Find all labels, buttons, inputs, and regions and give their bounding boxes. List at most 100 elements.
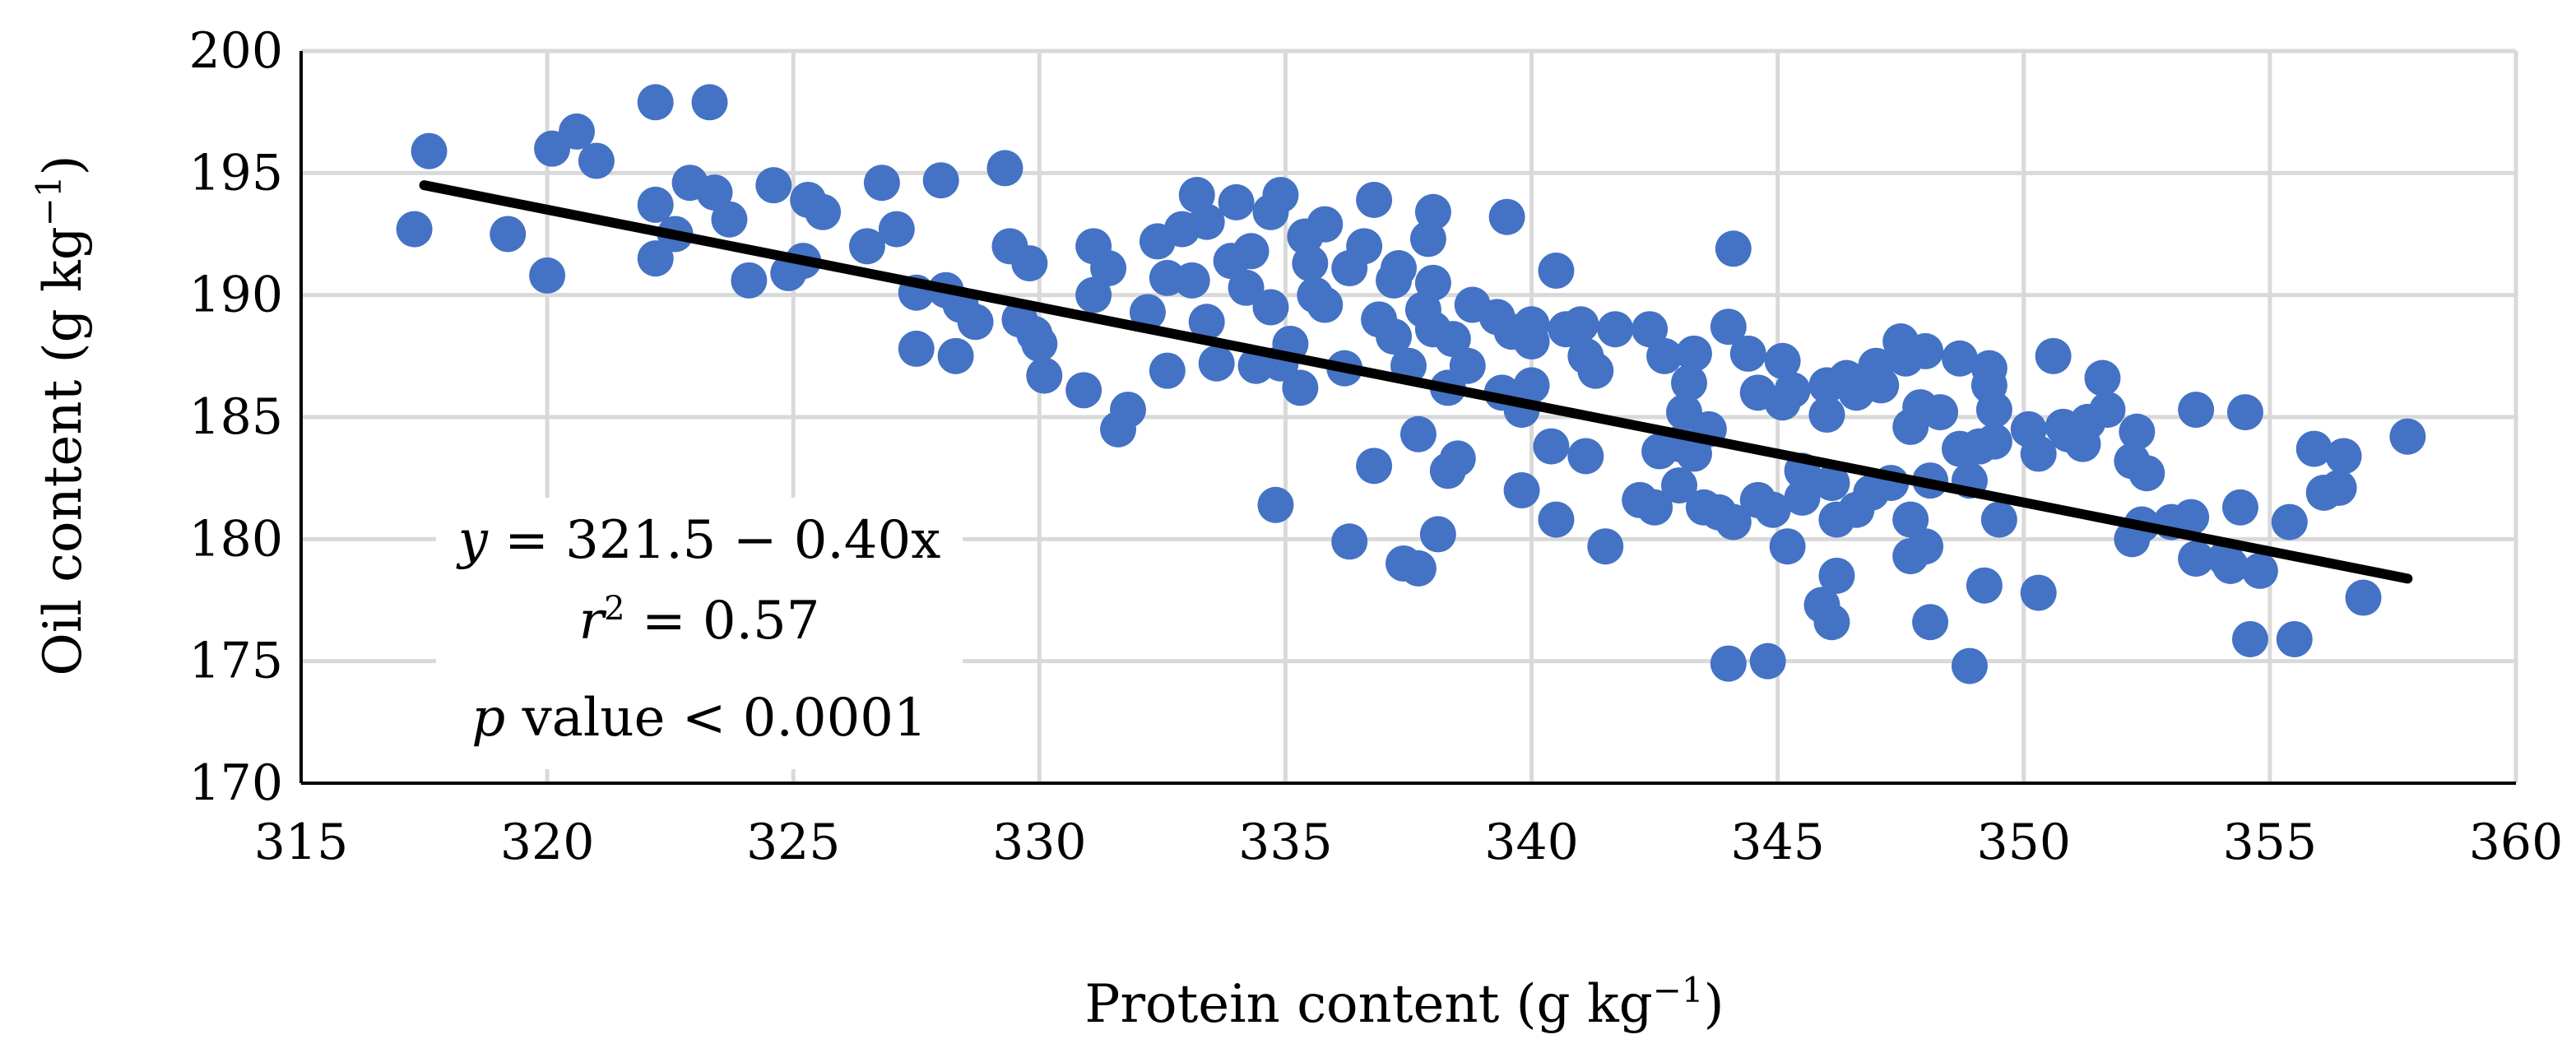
data-point-113 <box>1577 352 1614 389</box>
data-point-213 <box>2389 418 2426 455</box>
equation-y-var: y <box>456 510 489 571</box>
data-point-110 <box>1562 306 1599 343</box>
data-point-189 <box>2084 360 2121 397</box>
data-point-30 <box>957 304 994 341</box>
data-point-1 <box>411 132 448 169</box>
data-point-208 <box>2295 430 2332 467</box>
y-tick-label-170: 170 <box>188 754 283 812</box>
data-point-115 <box>1597 311 1634 348</box>
y-tick-label-190: 190 <box>188 267 283 324</box>
data-point-51 <box>1188 203 1225 240</box>
r-squared-value: = 0.57 <box>625 591 820 652</box>
data-point-105 <box>1513 323 1550 360</box>
data-point-65 <box>1282 369 1319 406</box>
r-squared-superscript: 2 <box>604 590 624 628</box>
data-point-7 <box>637 84 674 121</box>
regression-line <box>419 180 2413 584</box>
data-point-118 <box>1636 489 1673 526</box>
data-point-103 <box>1513 367 1550 404</box>
regression-annotation: y = 321.5 − 0.40x r2 = 0.57 p value < 0.… <box>436 498 963 769</box>
data-point-80 <box>1381 250 1418 287</box>
data-point-134 <box>1729 335 1766 372</box>
data-point-76 <box>1356 448 1393 485</box>
x-tick-label-345: 345 <box>1730 814 1825 871</box>
data-point-6 <box>578 142 615 179</box>
data-point-202 <box>2221 489 2258 526</box>
data-point-166 <box>1907 528 1944 565</box>
x-tick-label-340: 340 <box>1484 814 1579 871</box>
p-value-text: p value < 0.0001 <box>471 688 926 749</box>
equation-text: y = 321.5 − 0.40x <box>456 510 941 571</box>
data-point-44 <box>1129 294 1166 331</box>
y-tick-label-195: 195 <box>188 144 283 202</box>
data-point-157 <box>1863 367 1900 404</box>
data-point-183 <box>2020 574 2057 611</box>
data-point-138 <box>1754 491 1791 528</box>
data-point-53 <box>1198 345 1235 382</box>
y-tick-label-200: 200 <box>188 22 283 80</box>
data-point-93 <box>1434 321 1471 358</box>
y-axis-title-superscript: −1 <box>29 175 69 226</box>
x-axis-title-prefix: Protein content (g kg <box>1084 974 1652 1035</box>
data-point-169 <box>1922 394 1959 431</box>
data-point-13 <box>696 174 733 211</box>
data-point-140 <box>1764 342 1801 379</box>
data-point-198 <box>2178 540 2215 578</box>
data-point-47 <box>1149 352 1186 389</box>
p-symbol: p <box>471 688 505 749</box>
data-point-111 <box>1567 438 1604 475</box>
r-squared-text: r2 = 0.57 <box>579 590 820 652</box>
data-point-22 <box>863 165 900 202</box>
x-axis-title-superscript: −1 <box>1653 970 1704 1010</box>
data-point-120 <box>1646 337 1683 374</box>
data-points <box>396 84 2426 684</box>
data-point-212 <box>2345 579 2382 616</box>
data-point-86 <box>1409 220 1446 257</box>
data-point-206 <box>2271 503 2308 540</box>
data-point-195 <box>2128 455 2165 492</box>
x-tick-label-320: 320 <box>500 814 595 871</box>
data-point-179 <box>1975 423 2012 460</box>
data-point-12 <box>691 84 728 121</box>
data-point-26 <box>922 162 959 199</box>
x-tick-label-325: 325 <box>746 814 841 871</box>
y-tick-label-175: 175 <box>188 633 283 690</box>
data-point-184 <box>2035 337 2072 374</box>
tick-labels: 170 175 180 185 190 195 200 315 320 325 330 335 340 3… <box>188 22 2563 871</box>
data-point-94 <box>1439 440 1476 477</box>
data-point-28 <box>937 337 974 374</box>
data-point-108 <box>1538 501 1575 538</box>
data-point-99 <box>1488 198 1525 235</box>
data-point-178 <box>1975 392 2012 429</box>
data-point-144 <box>1784 479 1821 516</box>
data-point-69 <box>1307 206 1344 243</box>
data-point-201 <box>2212 547 2249 584</box>
data-point-87 <box>1414 193 1451 230</box>
data-point-41 <box>1090 250 1127 287</box>
data-point-79 <box>1376 318 1413 355</box>
data-point-147 <box>1808 397 1845 434</box>
data-point-150 <box>1818 557 1855 594</box>
data-point-40 <box>1075 276 1112 313</box>
data-point-102 <box>1503 472 1540 508</box>
data-point-167 <box>1912 604 1949 641</box>
data-point-49 <box>1173 262 1210 299</box>
data-point-56 <box>1228 269 1265 306</box>
data-point-75 <box>1356 181 1393 218</box>
data-point-124 <box>1670 364 1707 401</box>
data-point-5 <box>559 113 596 150</box>
data-point-197 <box>2173 499 2210 536</box>
x-tick-label-330: 330 <box>992 814 1087 871</box>
data-point-175 <box>1966 567 2003 604</box>
data-point-141 <box>1769 528 1806 565</box>
x-tick-label-350: 350 <box>1977 814 2072 871</box>
data-point-211 <box>2325 438 2362 475</box>
data-point-180 <box>1980 501 2017 538</box>
data-point-21 <box>848 228 885 265</box>
p-value-body: value < 0.0001 <box>505 688 926 749</box>
x-axis-title: Protein content (g kg−1) <box>1084 970 1724 1036</box>
data-point-131 <box>1710 645 1747 682</box>
data-point-173 <box>1951 647 1988 684</box>
axes <box>299 51 2516 785</box>
